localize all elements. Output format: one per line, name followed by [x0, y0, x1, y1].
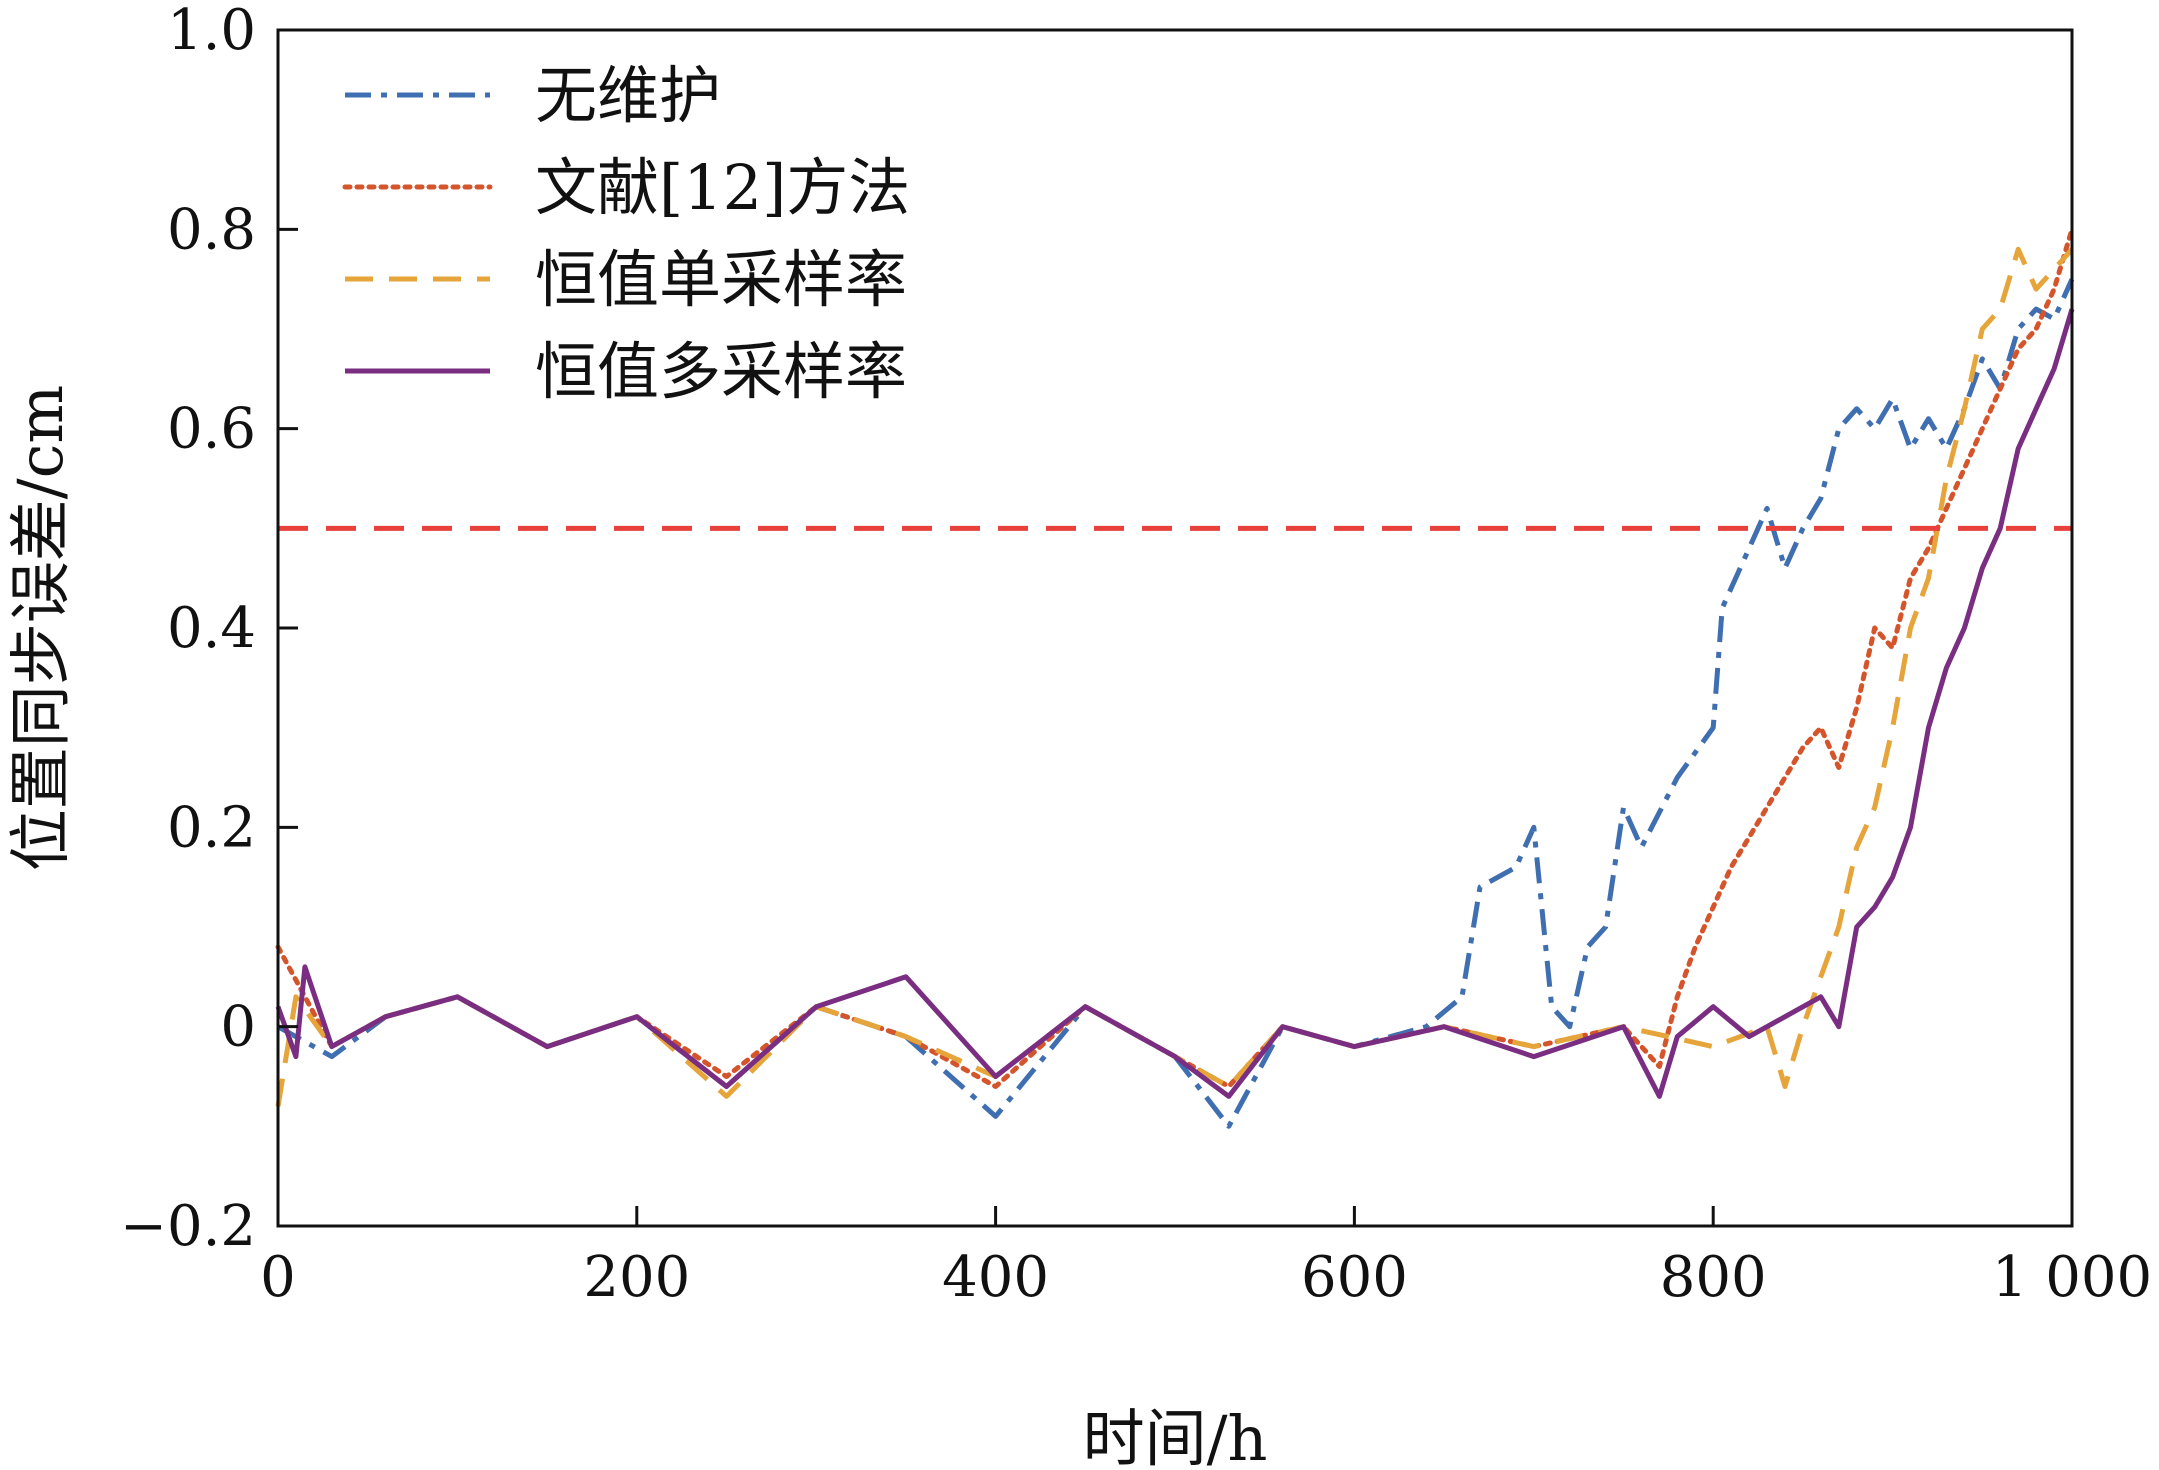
- x-tick-label: 800: [1660, 1245, 1767, 1310]
- legend-label-4: 恒值多采样率: [535, 335, 907, 408]
- legend-label-2: 文献[12]方法: [535, 151, 910, 224]
- x-axis-label: 时间/h: [1083, 1402, 1268, 1470]
- legend-label-1: 无维护: [535, 59, 721, 132]
- x-tick-label: 400: [942, 1245, 1049, 1310]
- series-line-4: [275, 308, 2075, 1099]
- y-tick-label: 0.6: [167, 397, 256, 462]
- legend-label-3: 恒值单采样率: [535, 243, 907, 316]
- y-axis-label: 位置同步误差/cm: [4, 385, 77, 871]
- y-tick-label: 0.2: [167, 795, 256, 860]
- series-line-3: [275, 246, 2074, 1107]
- y-tick-label: −0.2: [120, 1194, 256, 1259]
- y-tick-label: 0.8: [167, 197, 256, 262]
- x-tick-label: 0: [260, 1245, 296, 1310]
- x-tick-label: 600: [1301, 1245, 1408, 1310]
- y-tick-label: 0: [220, 995, 256, 1060]
- y-tick-label: 1.0: [167, 0, 256, 63]
- y-axis: −0.2 0 0.2 0.4 0.6 0.8 1.0: [120, 0, 298, 1259]
- y-tick-label: 0.4: [167, 596, 256, 661]
- x-tick-label: 200: [583, 1245, 690, 1310]
- x-axis: 0 200 400 600 800 1 000: [260, 1206, 2152, 1310]
- x-tick-label: 1 000: [1992, 1245, 2152, 1310]
- series-layer: [275, 226, 2075, 1129]
